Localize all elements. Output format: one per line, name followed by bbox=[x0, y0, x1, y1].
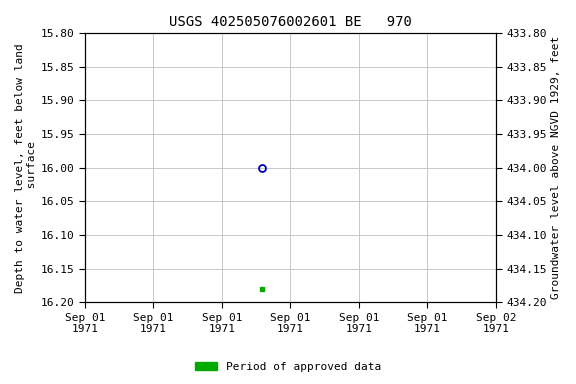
Y-axis label: Groundwater level above NGVD 1929, feet: Groundwater level above NGVD 1929, feet bbox=[551, 36, 561, 299]
Y-axis label: Depth to water level, feet below land
 surface: Depth to water level, feet below land su… bbox=[15, 43, 37, 293]
Legend: Period of approved data: Period of approved data bbox=[191, 358, 385, 377]
Title: USGS 402505076002601 BE   970: USGS 402505076002601 BE 970 bbox=[169, 15, 412, 29]
